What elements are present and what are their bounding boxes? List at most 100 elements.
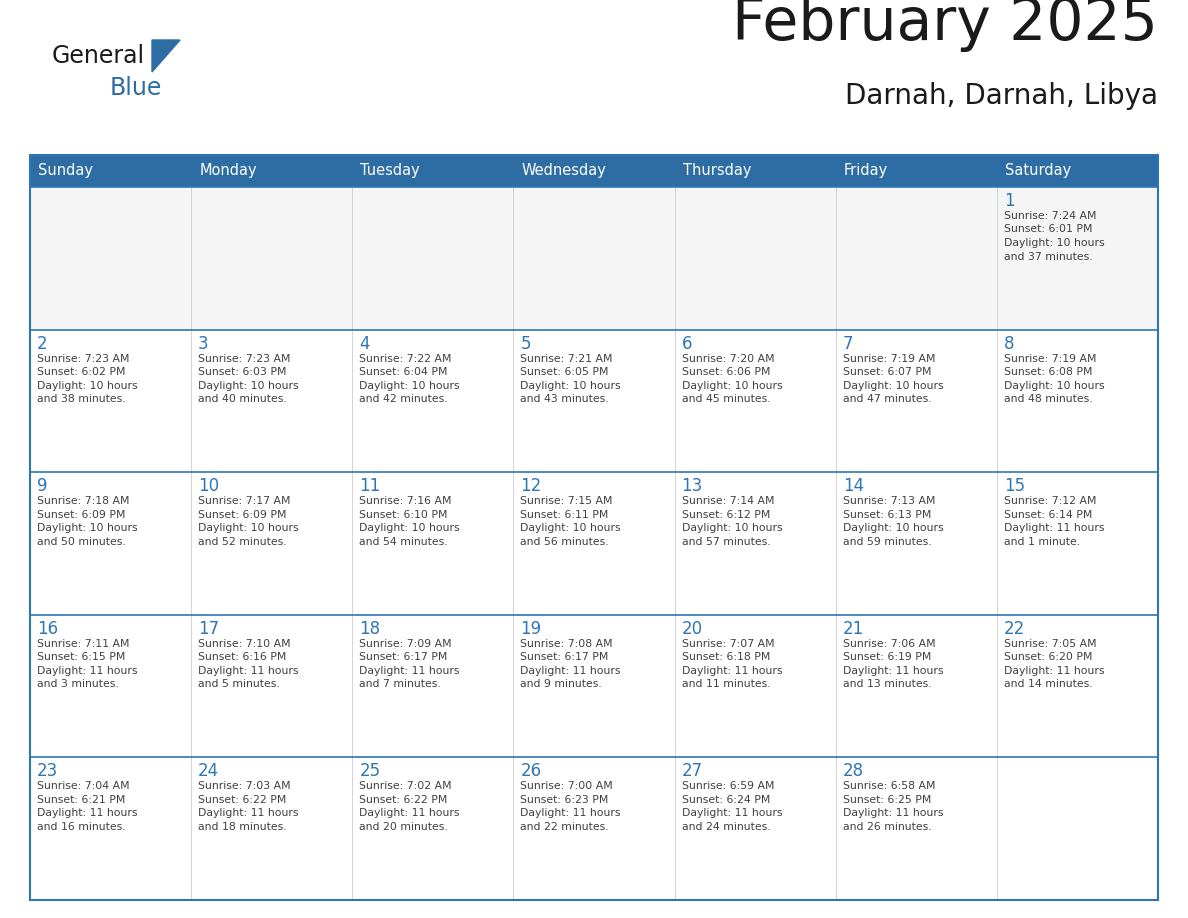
Bar	[30, 757, 191, 900]
Text: 17: 17	[198, 620, 220, 638]
Bar	[513, 330, 675, 472]
Text: 24: 24	[198, 763, 220, 780]
Text: Daylight: 10 hours: Daylight: 10 hours	[198, 523, 298, 533]
Text: Daylight: 11 hours: Daylight: 11 hours	[1004, 523, 1105, 533]
Text: and 42 minutes.: and 42 minutes.	[359, 394, 448, 404]
Text: Sunrise: 7:13 AM: Sunrise: 7:13 AM	[842, 497, 935, 506]
Text: and 37 minutes.: and 37 minutes.	[1004, 252, 1093, 262]
Text: and 20 minutes.: and 20 minutes.	[359, 822, 448, 832]
Text: Daylight: 11 hours: Daylight: 11 hours	[1004, 666, 1105, 676]
Text: Blue: Blue	[110, 76, 163, 100]
Text: Thursday: Thursday	[683, 163, 751, 178]
Text: Sunset: 6:08 PM: Sunset: 6:08 PM	[1004, 367, 1092, 377]
Text: 9: 9	[37, 477, 48, 495]
Text: Sunrise: 7:18 AM: Sunrise: 7:18 AM	[37, 497, 129, 506]
Text: Sunrise: 7:24 AM: Sunrise: 7:24 AM	[1004, 211, 1097, 221]
Bar	[353, 330, 513, 472]
Text: 20: 20	[682, 620, 702, 638]
Text: Sunset: 6:11 PM: Sunset: 6:11 PM	[520, 509, 608, 520]
Bar	[191, 155, 353, 187]
Text: 19: 19	[520, 620, 542, 638]
Text: Sunrise: 7:10 AM: Sunrise: 7:10 AM	[198, 639, 291, 649]
Text: Daylight: 10 hours: Daylight: 10 hours	[1004, 381, 1105, 390]
Text: Sunrise: 7:02 AM: Sunrise: 7:02 AM	[359, 781, 451, 791]
Bar	[513, 472, 675, 615]
Text: Daylight: 11 hours: Daylight: 11 hours	[37, 666, 138, 676]
Bar	[835, 187, 997, 330]
Text: 21: 21	[842, 620, 864, 638]
Polygon shape	[152, 40, 181, 72]
Text: Sunset: 6:07 PM: Sunset: 6:07 PM	[842, 367, 931, 377]
Text: Daylight: 11 hours: Daylight: 11 hours	[198, 666, 298, 676]
Text: Darnah, Darnah, Libya: Darnah, Darnah, Libya	[845, 82, 1158, 110]
Bar	[675, 155, 835, 187]
Bar	[997, 757, 1158, 900]
Text: and 45 minutes.: and 45 minutes.	[682, 394, 770, 404]
Text: Sunset: 6:03 PM: Sunset: 6:03 PM	[198, 367, 286, 377]
Bar	[835, 757, 997, 900]
Bar	[997, 615, 1158, 757]
Text: Sunset: 6:24 PM: Sunset: 6:24 PM	[682, 795, 770, 805]
Text: Sunset: 6:09 PM: Sunset: 6:09 PM	[37, 509, 126, 520]
Bar	[997, 155, 1158, 187]
Text: and 50 minutes.: and 50 minutes.	[37, 537, 126, 547]
Text: Sunrise: 7:05 AM: Sunrise: 7:05 AM	[1004, 639, 1097, 649]
Text: Wednesday: Wednesday	[522, 163, 606, 178]
Text: and 18 minutes.: and 18 minutes.	[198, 822, 286, 832]
Text: Sunset: 6:16 PM: Sunset: 6:16 PM	[198, 653, 286, 662]
Text: Sunrise: 7:00 AM: Sunrise: 7:00 AM	[520, 781, 613, 791]
Text: Sunrise: 7:20 AM: Sunrise: 7:20 AM	[682, 353, 775, 364]
Text: Friday: Friday	[843, 163, 887, 178]
Text: Daylight: 11 hours: Daylight: 11 hours	[198, 809, 298, 819]
Text: and 1 minute.: and 1 minute.	[1004, 537, 1080, 547]
Text: Daylight: 10 hours: Daylight: 10 hours	[359, 523, 460, 533]
Bar	[30, 330, 191, 472]
Text: Sunset: 6:17 PM: Sunset: 6:17 PM	[520, 653, 608, 662]
Bar	[835, 472, 997, 615]
Text: Sunrise: 7:15 AM: Sunrise: 7:15 AM	[520, 497, 613, 506]
Text: and 59 minutes.: and 59 minutes.	[842, 537, 931, 547]
Text: 13: 13	[682, 477, 703, 495]
Bar	[513, 757, 675, 900]
Text: Sunrise: 7:17 AM: Sunrise: 7:17 AM	[198, 497, 291, 506]
Text: Sunset: 6:13 PM: Sunset: 6:13 PM	[842, 509, 931, 520]
Text: 3: 3	[198, 334, 209, 353]
Text: 27: 27	[682, 763, 702, 780]
Text: and 24 minutes.: and 24 minutes.	[682, 822, 770, 832]
Text: Sunset: 6:09 PM: Sunset: 6:09 PM	[198, 509, 286, 520]
Bar	[191, 472, 353, 615]
Text: 16: 16	[37, 620, 58, 638]
Text: Daylight: 11 hours: Daylight: 11 hours	[37, 809, 138, 819]
Text: Sunrise: 7:19 AM: Sunrise: 7:19 AM	[842, 353, 935, 364]
Text: 28: 28	[842, 763, 864, 780]
Bar	[191, 330, 353, 472]
Text: 11: 11	[359, 477, 380, 495]
Bar	[997, 330, 1158, 472]
Text: Sunrise: 7:16 AM: Sunrise: 7:16 AM	[359, 497, 451, 506]
Text: and 16 minutes.: and 16 minutes.	[37, 822, 126, 832]
Bar	[353, 615, 513, 757]
Text: Sunrise: 6:58 AM: Sunrise: 6:58 AM	[842, 781, 935, 791]
Bar	[191, 187, 353, 330]
Text: 22: 22	[1004, 620, 1025, 638]
Bar	[30, 615, 191, 757]
Bar	[513, 155, 675, 187]
Text: Sunrise: 7:11 AM: Sunrise: 7:11 AM	[37, 639, 129, 649]
Text: Sunset: 6:17 PM: Sunset: 6:17 PM	[359, 653, 448, 662]
Text: Daylight: 11 hours: Daylight: 11 hours	[682, 809, 782, 819]
Text: and 11 minutes.: and 11 minutes.	[682, 679, 770, 689]
Text: 18: 18	[359, 620, 380, 638]
Bar	[997, 472, 1158, 615]
Text: 4: 4	[359, 334, 369, 353]
Text: 14: 14	[842, 477, 864, 495]
Bar	[30, 155, 1158, 900]
Text: Sunrise: 7:07 AM: Sunrise: 7:07 AM	[682, 639, 775, 649]
Bar	[353, 187, 513, 330]
Text: Sunset: 6:14 PM: Sunset: 6:14 PM	[1004, 509, 1092, 520]
Text: Saturday: Saturday	[1005, 163, 1072, 178]
Text: and 14 minutes.: and 14 minutes.	[1004, 679, 1093, 689]
Text: Daylight: 10 hours: Daylight: 10 hours	[520, 381, 621, 390]
Text: Sunset: 6:01 PM: Sunset: 6:01 PM	[1004, 225, 1092, 234]
Bar	[513, 187, 675, 330]
Text: Sunset: 6:05 PM: Sunset: 6:05 PM	[520, 367, 609, 377]
